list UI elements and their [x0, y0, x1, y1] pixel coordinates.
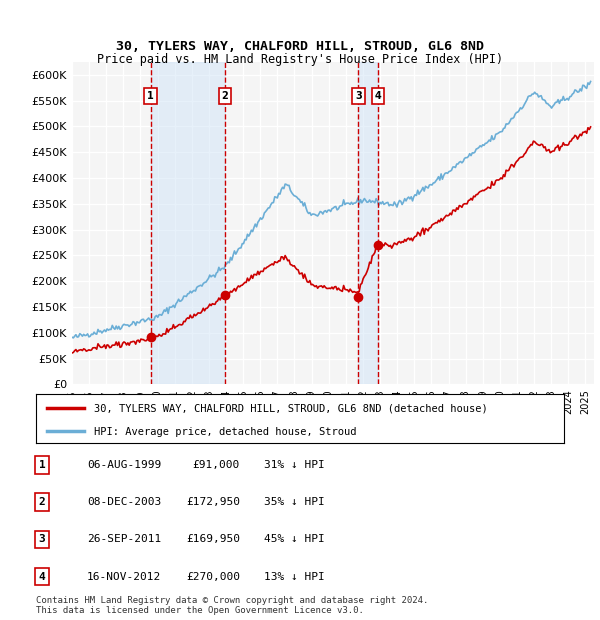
Bar	[358, 62, 378, 384]
Text: Contains HM Land Registry data © Crown copyright and database right 2024.
This d: Contains HM Land Registry data © Crown c…	[36, 596, 428, 615]
Text: 2: 2	[38, 497, 46, 507]
Text: 2: 2	[221, 91, 228, 101]
Text: £172,950: £172,950	[186, 497, 240, 507]
Text: 31% ↓ HPI: 31% ↓ HPI	[264, 460, 325, 470]
Text: Price paid vs. HM Land Registry's House Price Index (HPI): Price paid vs. HM Land Registry's House …	[97, 53, 503, 66]
Text: 16-NOV-2012: 16-NOV-2012	[87, 572, 161, 582]
Text: 30, TYLERS WAY, CHALFORD HILL, STROUD, GL6 8ND (detached house): 30, TYLERS WAY, CHALFORD HILL, STROUD, G…	[94, 404, 488, 414]
Text: £169,950: £169,950	[186, 534, 240, 544]
Text: 13% ↓ HPI: 13% ↓ HPI	[264, 572, 325, 582]
Text: 35% ↓ HPI: 35% ↓ HPI	[264, 497, 325, 507]
Text: 4: 4	[38, 572, 46, 582]
Text: 1: 1	[38, 460, 46, 470]
Text: 1: 1	[148, 91, 154, 101]
Text: 4: 4	[374, 91, 381, 101]
Text: 08-DEC-2003: 08-DEC-2003	[87, 497, 161, 507]
Text: 30, TYLERS WAY, CHALFORD HILL, STROUD, GL6 8ND: 30, TYLERS WAY, CHALFORD HILL, STROUD, G…	[116, 40, 484, 53]
Text: £270,000: £270,000	[186, 572, 240, 582]
Text: 3: 3	[38, 534, 46, 544]
Text: 45% ↓ HPI: 45% ↓ HPI	[264, 534, 325, 544]
Text: HPI: Average price, detached house, Stroud: HPI: Average price, detached house, Stro…	[94, 427, 356, 437]
Text: 3: 3	[355, 91, 362, 101]
Text: £91,000: £91,000	[193, 460, 240, 470]
Bar	[151, 62, 225, 384]
Text: 06-AUG-1999: 06-AUG-1999	[87, 460, 161, 470]
Text: 26-SEP-2011: 26-SEP-2011	[87, 534, 161, 544]
